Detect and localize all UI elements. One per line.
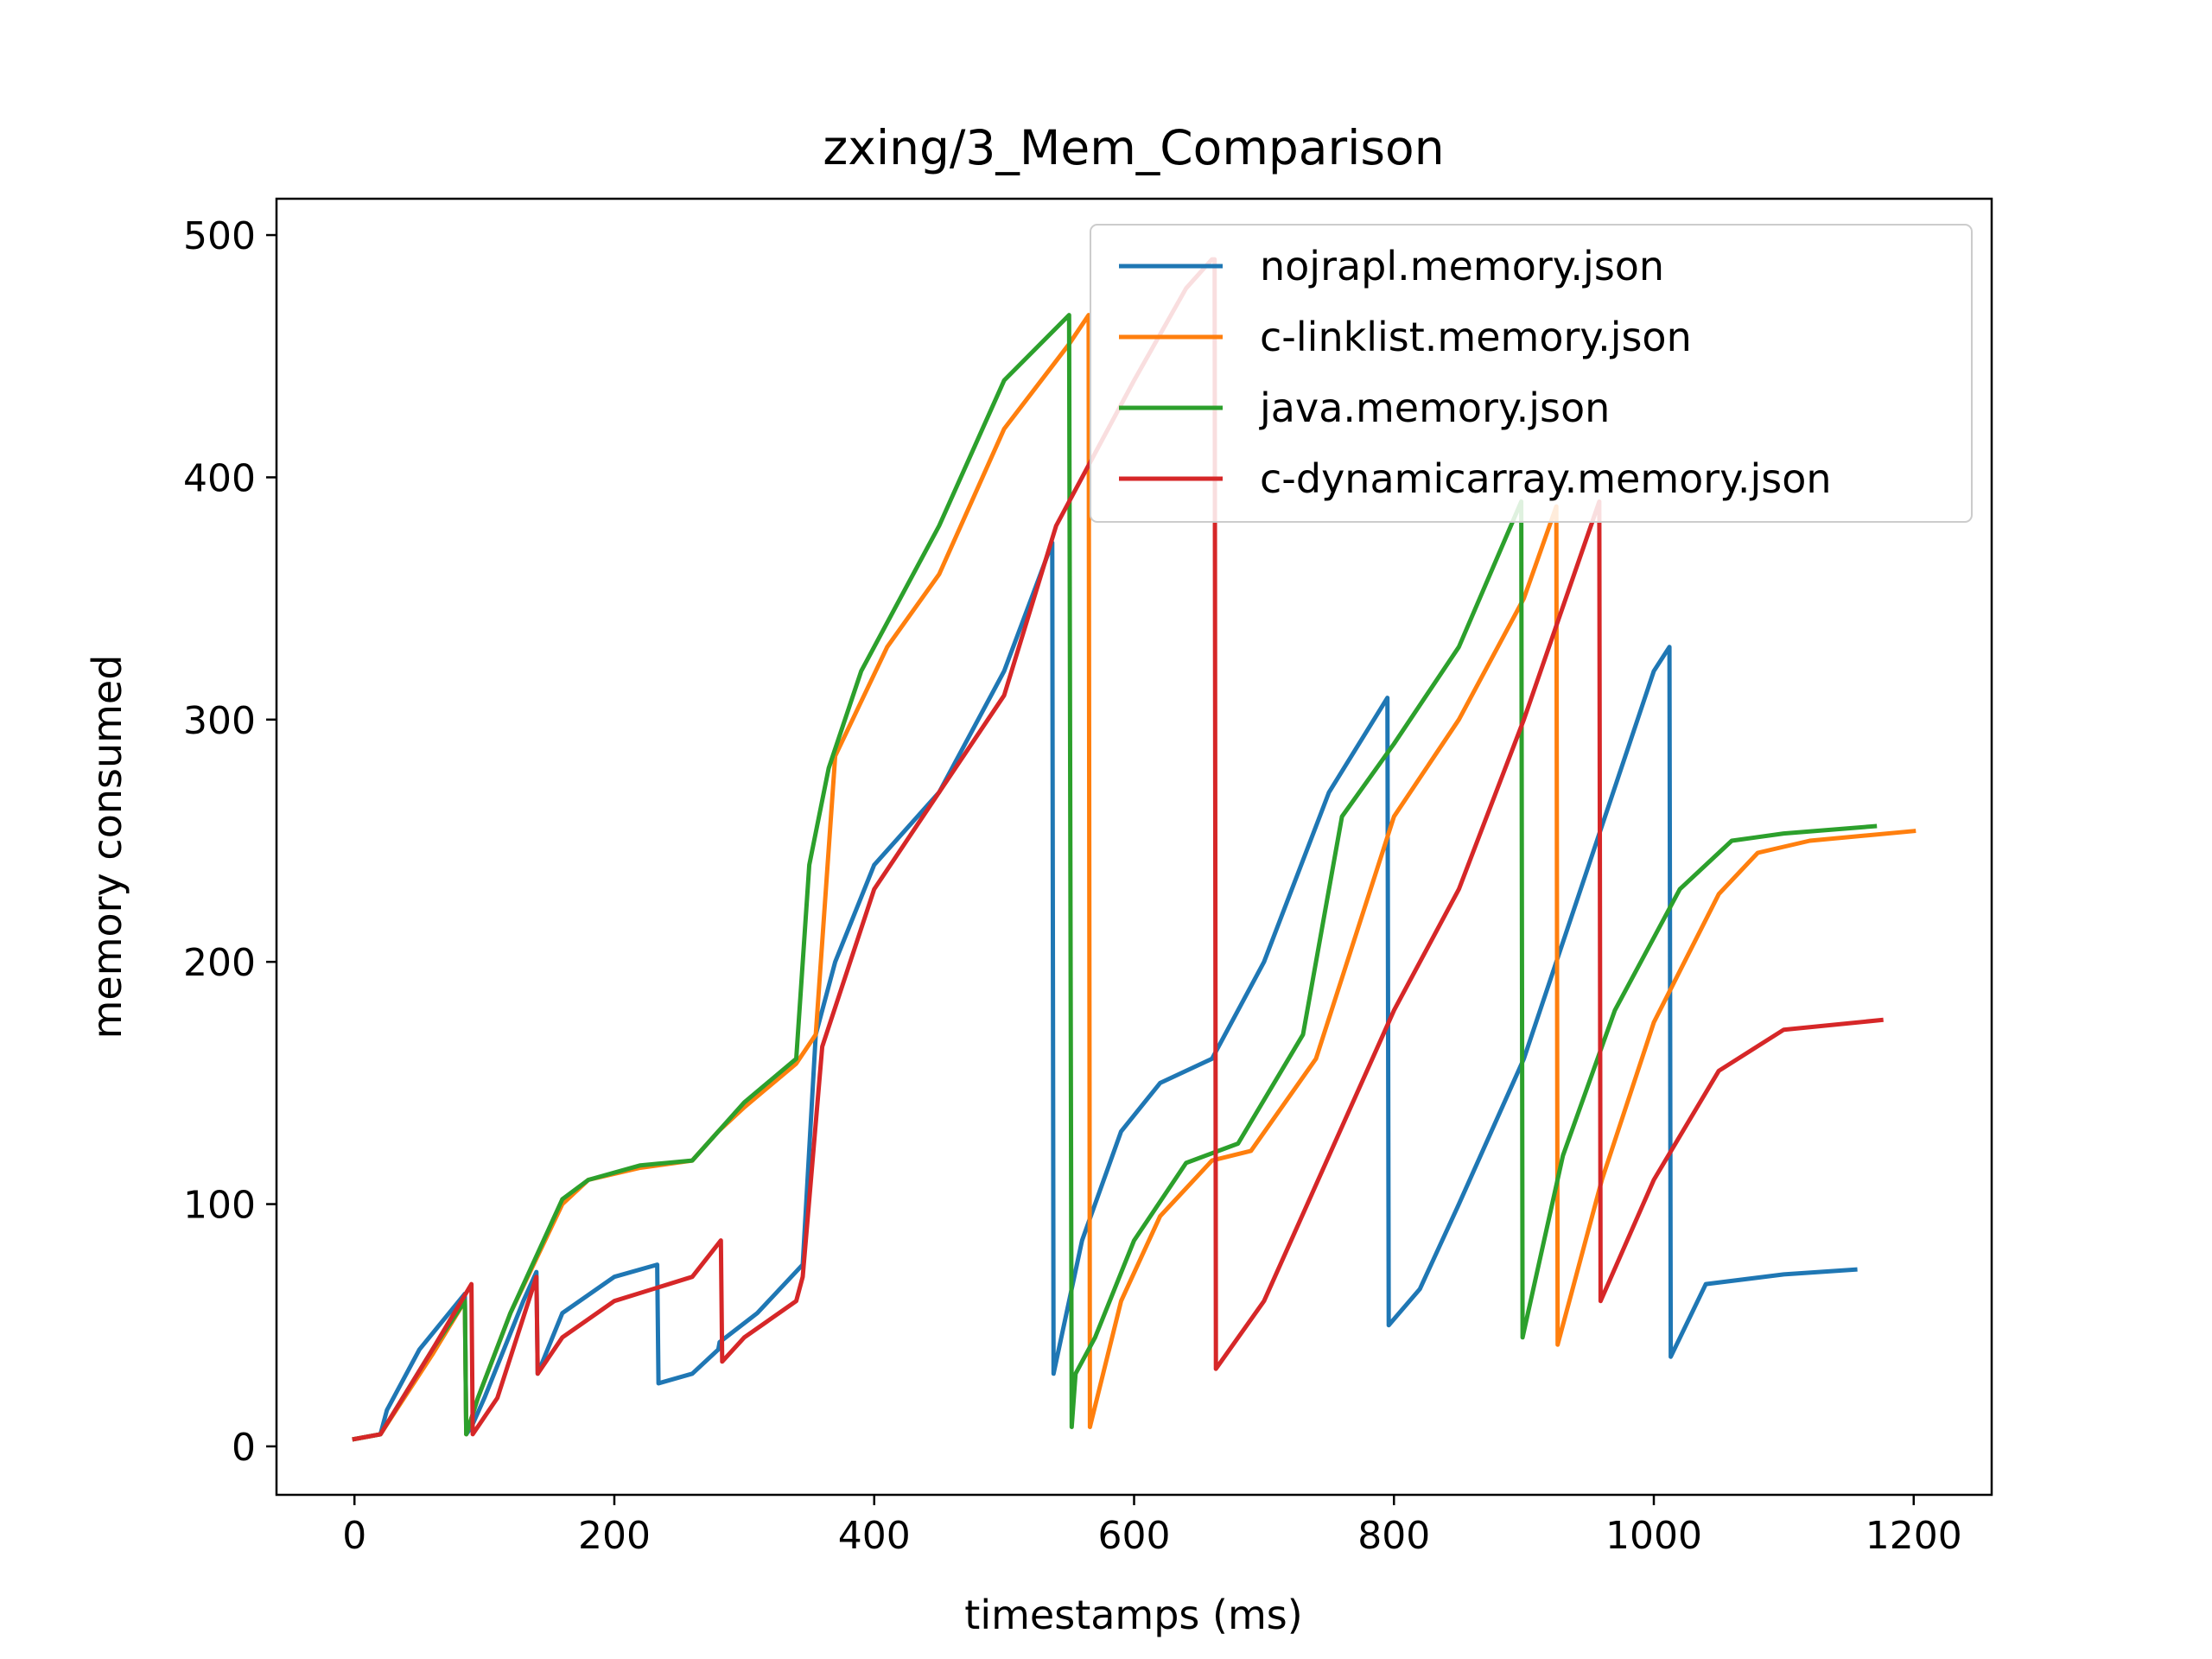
y-axis-ticks: 0 100 200 300 400 500 — [183, 214, 276, 1470]
legend-label-3: c-dynamicarray.memory.json — [1260, 455, 1832, 502]
y-tick-label-2: 200 — [183, 941, 256, 985]
legend-items: nojrapl.memory.json c-linklist.memory.jso… — [1119, 243, 1832, 502]
series-line-0 — [352, 540, 1858, 1442]
legend-box — [1090, 224, 1973, 523]
x-tick-label-3: 600 — [1098, 1514, 1171, 1558]
y-tick-label-5: 500 — [183, 214, 256, 258]
x-tick-label-6: 1200 — [1866, 1514, 1962, 1558]
legend: nojrapl.memory.json c-linklist.memory.jso… — [1090, 224, 1973, 523]
y-tick-label-3: 300 — [183, 699, 256, 743]
x-axis-label: timestamps (ms) — [964, 1592, 1302, 1638]
x-tick-label-5: 1000 — [1605, 1514, 1702, 1558]
y-tick-label-0: 0 — [232, 1426, 256, 1470]
x-tick-label-2: 400 — [838, 1514, 911, 1558]
legend-label-2: java.memory.json — [1259, 385, 1610, 431]
legend-label-0: nojrapl.memory.json — [1260, 243, 1664, 289]
x-axis-ticks: 0 200 400 600 800 1000 1200 — [342, 1495, 1962, 1558]
legend-label-1: c-linklist.memory.json — [1260, 314, 1692, 360]
x-tick-label-4: 800 — [1357, 1514, 1430, 1558]
series-line-2 — [352, 313, 1878, 1442]
x-tick-label-1: 200 — [578, 1514, 651, 1558]
x-tick-label-0: 0 — [342, 1514, 366, 1558]
y-tick-label-4: 400 — [183, 456, 256, 500]
series-layer — [352, 257, 1916, 1442]
series-line-3 — [352, 257, 1884, 1442]
y-axis-label: memory consumed — [84, 655, 130, 1039]
y-tick-label-1: 100 — [183, 1184, 256, 1228]
chart-title: zxing/3_Mem_Comparison — [823, 120, 1444, 175]
